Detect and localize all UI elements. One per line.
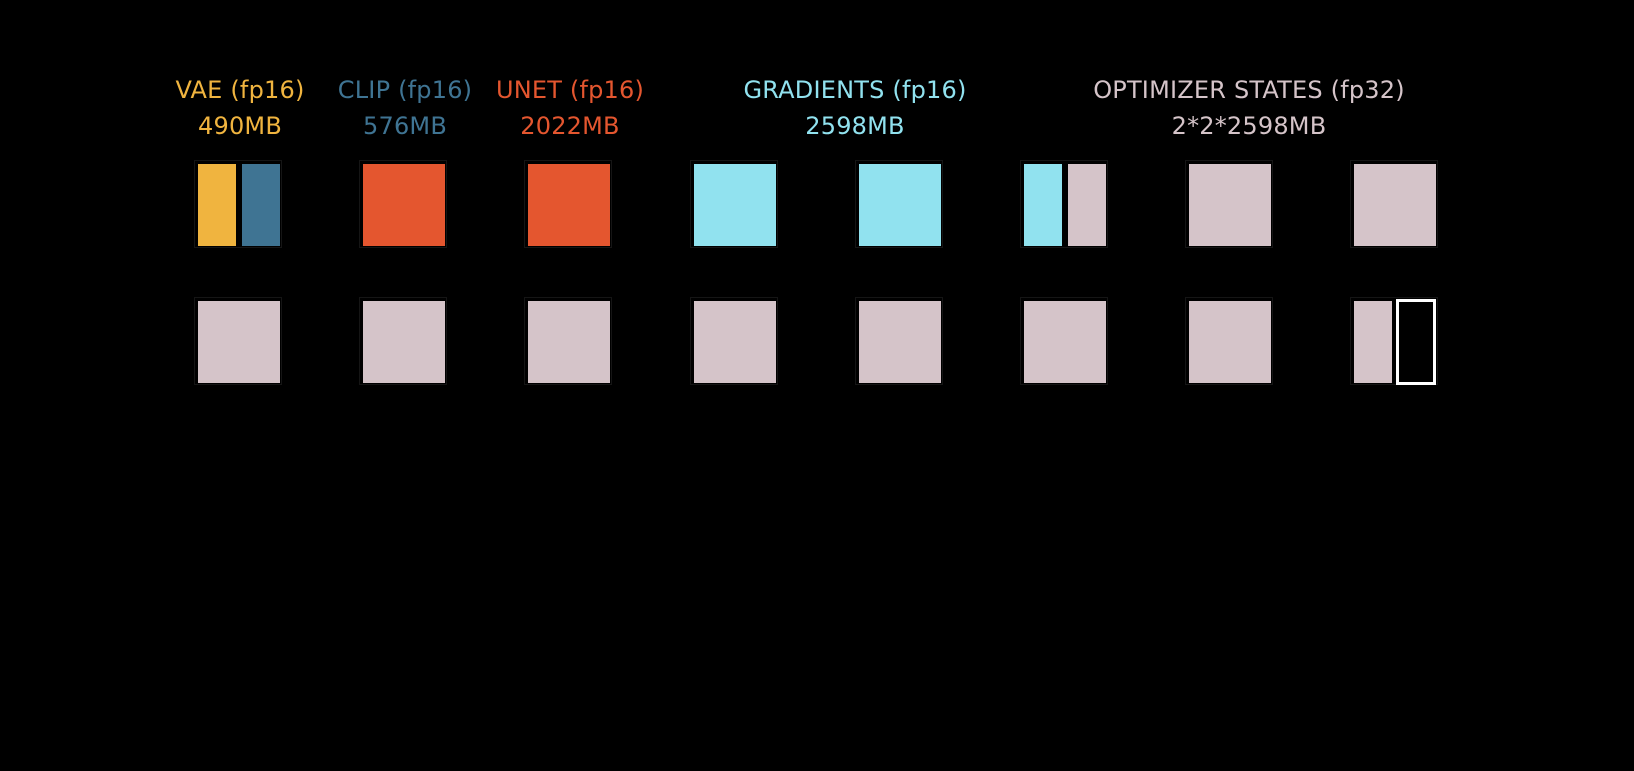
memory-block bbox=[1350, 160, 1438, 248]
legend-title-gradients: GRADIENTS (fp16) bbox=[743, 76, 967, 104]
legend-item-optimizer: OPTIMIZER STATES (fp32) 2*2*2598MB bbox=[1093, 72, 1405, 144]
memory-fill-gradients bbox=[694, 164, 776, 246]
legend-size-unet: 2022MB bbox=[520, 112, 620, 140]
memory-fill-optimizer bbox=[1189, 164, 1271, 246]
memory-fill-optimizer bbox=[1354, 301, 1392, 383]
memory-fill-optimizer bbox=[363, 301, 445, 383]
memory-fill-optimizer bbox=[1189, 301, 1271, 383]
memory-block bbox=[1350, 297, 1438, 385]
memory-fill-optimizer bbox=[1068, 164, 1106, 246]
memory-block bbox=[1185, 160, 1273, 248]
memory-block bbox=[1020, 297, 1108, 385]
memory-fill-optimizer bbox=[694, 301, 776, 383]
memory-block bbox=[524, 297, 612, 385]
memory-block bbox=[855, 160, 943, 248]
memory-block bbox=[359, 160, 447, 248]
legend-size-clip: 576MB bbox=[363, 112, 447, 140]
memory-block bbox=[524, 160, 612, 248]
memory-fill-unet bbox=[528, 164, 610, 246]
legend-title-clip: CLIP (fp16) bbox=[337, 76, 473, 104]
memory-fill-optimizer bbox=[198, 301, 280, 383]
legend-title-vae: VAE (fp16) bbox=[175, 76, 305, 104]
memory-block bbox=[1020, 160, 1108, 248]
legend-item-vae: VAE (fp16) 490MB bbox=[175, 72, 304, 144]
legend-size-optimizer: 2*2*2598MB bbox=[1171, 112, 1327, 140]
legend-title-optimizer: OPTIMIZER STATES (fp32) bbox=[1093, 76, 1405, 104]
memory-fill-gradients bbox=[859, 164, 941, 246]
memory-fill-clip bbox=[242, 164, 280, 246]
legend-size-gradients: 2598MB bbox=[805, 112, 905, 140]
legend-title-unet: UNET (fp16) bbox=[495, 76, 645, 104]
memory-fill-optimizer bbox=[1024, 301, 1106, 383]
legend-size-vae: 490MB bbox=[198, 112, 282, 140]
memory-fill-gradients bbox=[1024, 164, 1062, 246]
memory-fill-unet bbox=[363, 164, 445, 246]
memory-fill-empty bbox=[1396, 299, 1436, 385]
memory-fill-optimizer bbox=[1354, 164, 1436, 246]
memory-block bbox=[194, 297, 282, 385]
memory-block bbox=[359, 297, 447, 385]
memory-block bbox=[855, 297, 943, 385]
memory-fill-optimizer bbox=[528, 301, 610, 383]
memory-block bbox=[194, 160, 282, 248]
memory-row-2 bbox=[0, 297, 1634, 387]
legend-item-clip: CLIP (fp16) 576MB bbox=[338, 72, 472, 144]
memory-block bbox=[690, 297, 778, 385]
legend-item-gradients: GRADIENTS (fp16) 2598MB bbox=[743, 72, 966, 144]
memory-fill-vae bbox=[198, 164, 236, 246]
memory-block bbox=[1185, 297, 1273, 385]
memory-row-1 bbox=[0, 160, 1634, 250]
legend-item-unet: UNET (fp16) 2022MB bbox=[496, 72, 644, 144]
memory-block bbox=[690, 160, 778, 248]
memory-fill-optimizer bbox=[859, 301, 941, 383]
